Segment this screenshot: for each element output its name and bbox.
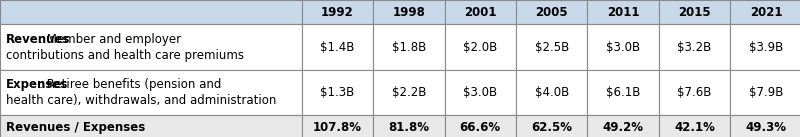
Bar	[587, 0, 659, 24]
Bar	[659, 70, 730, 115]
Text: $3.0B: $3.0B	[463, 86, 498, 99]
Bar	[659, 0, 730, 24]
Bar	[0, 70, 302, 115]
Text: $3.0B: $3.0B	[606, 41, 640, 54]
Bar	[373, 24, 445, 70]
Bar	[587, 70, 659, 115]
Bar	[587, 24, 659, 70]
Text: 107.8%: 107.8%	[313, 121, 362, 134]
Text: 2015: 2015	[678, 6, 711, 19]
Bar	[302, 115, 373, 137]
Text: $3.9B: $3.9B	[749, 41, 783, 54]
Bar	[659, 24, 730, 70]
Text: $3.2B: $3.2B	[678, 41, 712, 54]
Text: Revenues / Expenses: Revenues / Expenses	[6, 121, 146, 134]
Bar	[730, 115, 800, 137]
Bar	[516, 24, 587, 70]
Bar	[302, 0, 373, 24]
Bar	[445, 24, 516, 70]
Bar	[516, 115, 587, 137]
Text: 2021: 2021	[750, 6, 782, 19]
Bar	[373, 115, 445, 137]
Text: Revenues: Revenues	[6, 33, 70, 46]
Text: 2011: 2011	[607, 6, 639, 19]
Text: $2.5B: $2.5B	[534, 41, 569, 54]
Bar	[0, 24, 302, 70]
Text: : Retiree benefits (pension and: : Retiree benefits (pension and	[39, 78, 222, 91]
Text: contributions and health care premiums: contributions and health care premiums	[6, 48, 244, 62]
Text: $6.1B: $6.1B	[606, 86, 640, 99]
Bar	[730, 24, 800, 70]
Text: 81.8%: 81.8%	[388, 121, 430, 134]
Text: 66.6%: 66.6%	[460, 121, 501, 134]
Bar	[302, 24, 373, 70]
Text: $1.3B: $1.3B	[320, 86, 354, 99]
Bar	[373, 70, 445, 115]
Text: 62.5%: 62.5%	[531, 121, 572, 134]
Bar	[659, 115, 730, 137]
Text: 2001: 2001	[464, 6, 497, 19]
Bar	[516, 0, 587, 24]
Text: 49.3%: 49.3%	[746, 121, 786, 134]
Text: Expenses: Expenses	[6, 78, 69, 91]
Text: 1998: 1998	[392, 6, 426, 19]
Bar	[373, 0, 445, 24]
Text: : Member and employer: : Member and employer	[39, 33, 182, 46]
Bar	[516, 70, 587, 115]
Bar	[0, 115, 302, 137]
Bar	[587, 115, 659, 137]
Bar	[445, 0, 516, 24]
Text: 49.2%: 49.2%	[602, 121, 644, 134]
Text: health care), withdrawals, and administration: health care), withdrawals, and administr…	[6, 94, 277, 107]
Text: 2005: 2005	[535, 6, 568, 19]
Text: $2.0B: $2.0B	[463, 41, 498, 54]
Bar	[730, 70, 800, 115]
Bar	[445, 115, 516, 137]
Text: $7.9B: $7.9B	[749, 86, 783, 99]
Text: 42.1%: 42.1%	[674, 121, 715, 134]
Text: $1.8B: $1.8B	[392, 41, 426, 54]
Text: 1992: 1992	[321, 6, 354, 19]
Bar	[730, 0, 800, 24]
Bar	[0, 0, 302, 24]
Bar	[445, 70, 516, 115]
Text: $1.4B: $1.4B	[320, 41, 354, 54]
Text: $4.0B: $4.0B	[534, 86, 569, 99]
Bar	[302, 70, 373, 115]
Text: $7.6B: $7.6B	[678, 86, 712, 99]
Text: $2.2B: $2.2B	[392, 86, 426, 99]
